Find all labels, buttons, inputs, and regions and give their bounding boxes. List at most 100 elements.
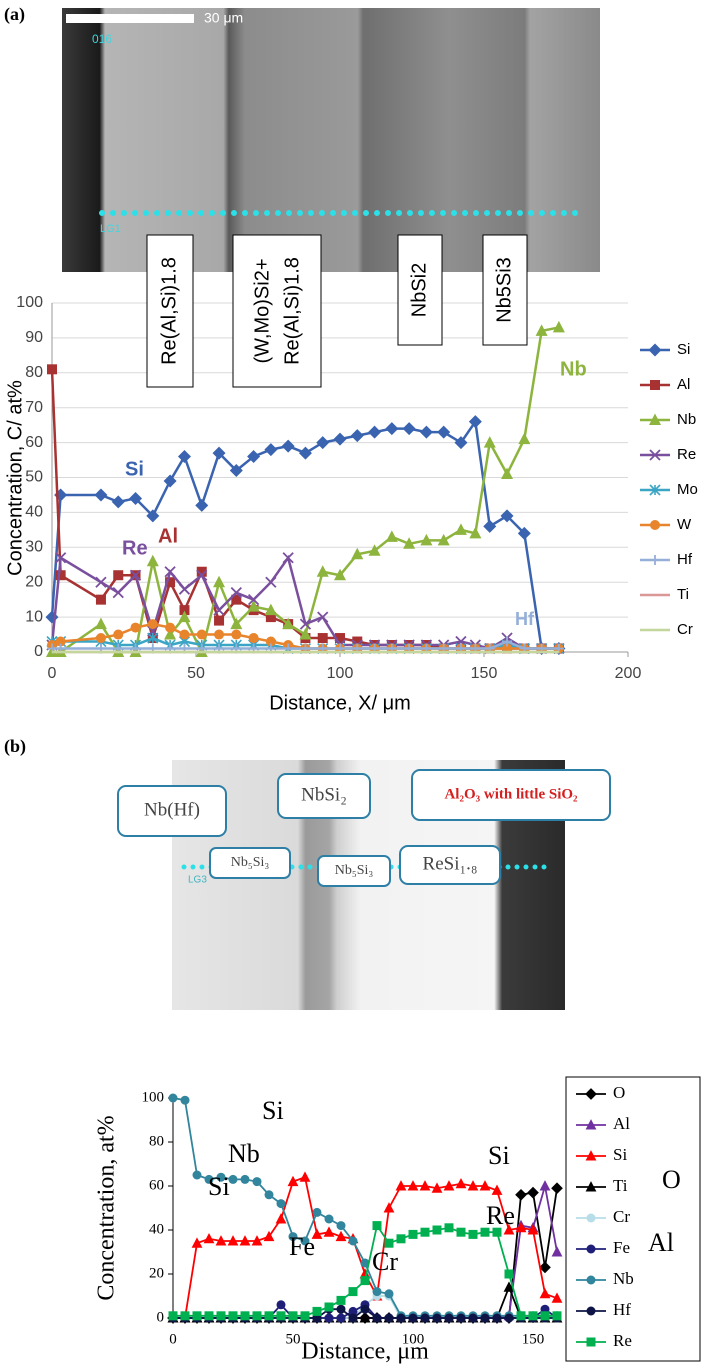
x-tick-label: 0 bbox=[169, 1331, 177, 1347]
scale-label: 30 μm bbox=[204, 10, 243, 26]
marker bbox=[373, 1221, 382, 1230]
phase-label: ReSi₁.₈ bbox=[423, 853, 478, 874]
marker bbox=[540, 1180, 551, 1190]
marker bbox=[337, 1314, 346, 1323]
chart: 0102030405060708090100050100150200Distan… bbox=[4, 294, 698, 714]
annotation: Al bbox=[158, 525, 178, 547]
legend-label: Mo bbox=[677, 481, 698, 498]
x-tick-label: 200 bbox=[615, 665, 642, 682]
marker bbox=[277, 1199, 286, 1208]
y-axis-title: Concentration, at% bbox=[94, 1115, 120, 1300]
marker bbox=[385, 1289, 394, 1298]
x-tick-label: 150 bbox=[522, 1331, 545, 1347]
marker bbox=[241, 1311, 250, 1320]
legend-label: Cr bbox=[613, 1207, 630, 1226]
marker bbox=[455, 523, 467, 535]
marker bbox=[517, 1311, 526, 1320]
panel-label: (b) bbox=[4, 736, 26, 757]
marker bbox=[587, 1214, 596, 1223]
figure: (a) 30 μm 016 LG1 (b) LG3 Nb(Hf) Nb₅Si₃ … bbox=[0, 0, 705, 1367]
marker bbox=[337, 1305, 346, 1314]
chart: 020406080100050100150Distance, μmConcent… bbox=[94, 1077, 701, 1365]
series-line bbox=[52, 369, 559, 648]
legend-label: Fe bbox=[613, 1238, 630, 1257]
marker bbox=[253, 1177, 262, 1186]
marker bbox=[316, 436, 329, 449]
marker bbox=[318, 633, 328, 643]
marker bbox=[337, 1221, 346, 1230]
marker bbox=[131, 623, 141, 633]
marker bbox=[445, 1314, 454, 1323]
marker bbox=[505, 1270, 514, 1279]
marker bbox=[169, 1094, 178, 1103]
marker bbox=[420, 426, 433, 439]
marker bbox=[587, 1307, 596, 1316]
marker bbox=[214, 616, 224, 626]
annotation: Al bbox=[648, 1228, 674, 1257]
marker bbox=[265, 1190, 274, 1199]
marker bbox=[421, 1314, 430, 1323]
marker bbox=[265, 1311, 274, 1320]
legend-label: Nb bbox=[613, 1269, 634, 1288]
marker bbox=[433, 1314, 442, 1323]
y-tick-label: 30 bbox=[25, 539, 43, 556]
marker bbox=[361, 1305, 370, 1314]
marker bbox=[112, 495, 125, 508]
legend-box bbox=[566, 1077, 700, 1361]
marker bbox=[397, 1234, 406, 1243]
marker bbox=[264, 443, 277, 456]
marker bbox=[193, 1171, 202, 1180]
marker bbox=[301, 1311, 310, 1320]
annotation: Si bbox=[488, 1141, 510, 1170]
marker bbox=[469, 1314, 478, 1323]
x-axis-title: Distance, μm bbox=[301, 1339, 429, 1365]
marker bbox=[518, 433, 530, 445]
annotation: Hf bbox=[515, 609, 535, 629]
marker bbox=[214, 630, 224, 640]
legend-label: Re bbox=[613, 1331, 632, 1350]
marker bbox=[337, 1296, 346, 1305]
marker bbox=[484, 436, 496, 448]
marker bbox=[179, 584, 189, 594]
y-tick-label: 100 bbox=[16, 294, 43, 311]
marker bbox=[46, 611, 59, 624]
marker bbox=[179, 630, 189, 640]
marker bbox=[515, 1189, 527, 1201]
annotation: Nb bbox=[560, 358, 587, 380]
marker bbox=[289, 1311, 298, 1320]
phase-label: Re(Al,Si)1.8 bbox=[158, 257, 180, 365]
marker bbox=[587, 1276, 596, 1285]
marker bbox=[386, 530, 398, 542]
micro-label: LG1 bbox=[100, 223, 121, 235]
y-tick-label: 70 bbox=[25, 399, 43, 416]
marker bbox=[147, 555, 159, 567]
phase-label: Al₂O₃ with little SiO₂ bbox=[444, 786, 578, 802]
annotation: Si bbox=[262, 1096, 284, 1125]
marker bbox=[456, 1178, 467, 1188]
marker bbox=[213, 576, 225, 588]
legend-label: Si bbox=[677, 341, 690, 358]
marker bbox=[178, 450, 191, 463]
marker bbox=[249, 633, 259, 643]
marker bbox=[241, 1175, 250, 1184]
marker bbox=[349, 1287, 358, 1296]
marker bbox=[649, 344, 662, 357]
y-tick-label: 0 bbox=[34, 643, 43, 660]
y-tick-label: 50 bbox=[25, 469, 43, 486]
x-tick-label: 50 bbox=[187, 665, 205, 682]
x-tick-label: 100 bbox=[327, 665, 354, 682]
marker bbox=[541, 1311, 550, 1320]
legend-label: Re bbox=[677, 446, 696, 463]
marker bbox=[373, 1287, 382, 1296]
phase-label: NbSi2 bbox=[408, 263, 430, 317]
marker bbox=[165, 623, 175, 633]
marker bbox=[551, 1182, 563, 1194]
marker bbox=[313, 1307, 322, 1316]
marker bbox=[195, 499, 208, 512]
marker bbox=[334, 433, 347, 446]
marker bbox=[433, 1226, 442, 1235]
micrograph bbox=[62, 8, 600, 272]
marker bbox=[277, 1300, 286, 1309]
marker bbox=[181, 1311, 190, 1320]
marker bbox=[96, 633, 106, 643]
